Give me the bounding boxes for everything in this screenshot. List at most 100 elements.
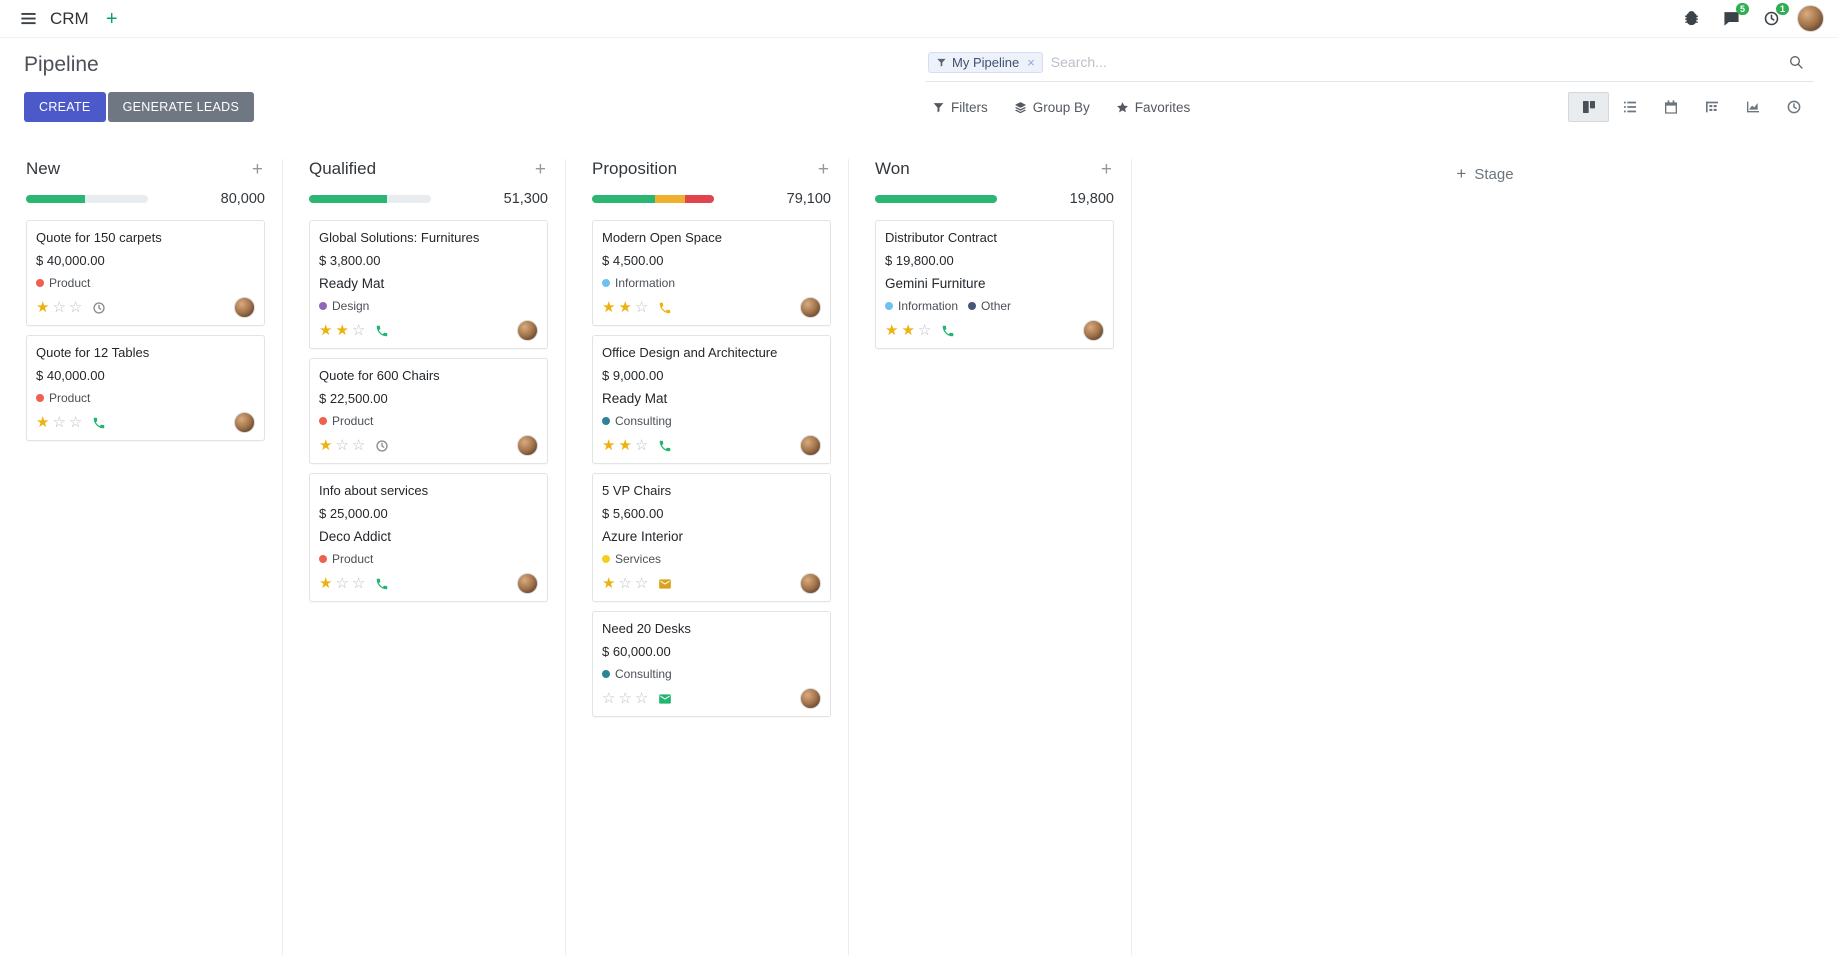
progress-segment[interactable]: [684, 195, 714, 203]
priority-star[interactable]: ★: [335, 322, 349, 339]
kanban-card[interactable]: Quote for 12 Tables $ 40,000.00 Product ★ ☆ ☆: [26, 335, 265, 441]
kanban-card[interactable]: Quote for 150 carpets $ 40,000.00 Product ★…: [26, 220, 265, 326]
priority-star[interactable]: ★: [36, 299, 50, 316]
tag-label: Services: [615, 552, 662, 566]
graph-view-button[interactable]: [1732, 92, 1773, 122]
add-tab-button[interactable]: +: [99, 6, 125, 32]
priority-star[interactable]: ★: [319, 575, 333, 592]
envelope-activity-icon[interactable]: [658, 692, 672, 706]
search-tools: Filters Group By Favorites: [932, 91, 1190, 123]
pivot-view-button[interactable]: [1691, 92, 1732, 122]
priority-star[interactable]: ★: [618, 299, 632, 316]
priority-star[interactable]: ☆: [52, 299, 66, 316]
clock-activity-icon[interactable]: [375, 439, 389, 453]
list-view-button[interactable]: [1609, 92, 1650, 122]
kanban-card[interactable]: Global Solutions: Furnitures $ 3,800.00 Re…: [309, 220, 548, 349]
favorites-button[interactable]: Favorites: [1116, 100, 1190, 115]
priority-star[interactable]: ★: [36, 414, 50, 431]
kanban-view-button[interactable]: [1568, 92, 1609, 122]
priority-star[interactable]: ☆: [634, 299, 649, 316]
phone-activity-icon[interactable]: [375, 324, 389, 338]
priority-star[interactable]: ★: [602, 437, 616, 454]
envelope-activity-icon[interactable]: [658, 577, 672, 591]
quick-create-button[interactable]: +: [1100, 158, 1112, 180]
phone-activity-icon[interactable]: [941, 324, 955, 338]
kanban-card[interactable]: 5 VP Chairs $ 5,600.00 Azure Interior Servi…: [592, 473, 831, 602]
progress-segment[interactable]: [875, 195, 997, 203]
priority-stars: ☆ ☆ ☆: [602, 691, 648, 706]
progress-bar[interactable]: [875, 195, 997, 203]
quick-create-button[interactable]: +: [251, 158, 263, 180]
kanban-card[interactable]: Office Design and Architecture $ 9,000.00…: [592, 335, 831, 464]
quick-create-button[interactable]: +: [817, 158, 829, 180]
priority-star[interactable]: ☆: [634, 437, 649, 454]
generate-leads-button[interactable]: GENERATE LEADS: [107, 92, 255, 122]
priority-star[interactable]: ★: [602, 299, 616, 316]
progress-bar[interactable]: [26, 195, 148, 203]
priority-star[interactable]: ☆: [335, 437, 349, 454]
tag-label: Information: [615, 276, 676, 290]
tag-color-dot: [319, 555, 327, 563]
tag-services: Services: [602, 552, 661, 566]
priority-star[interactable]: ☆: [351, 322, 366, 339]
kanban-card[interactable]: Distributor Contract $ 19,800.00 Gemini Fu…: [875, 220, 1114, 349]
user-avatar[interactable]: [1797, 5, 1824, 32]
kanban-card[interactable]: Info about services $ 25,000.00 Deco Addic…: [309, 473, 548, 602]
calendar-view-button[interactable]: [1650, 92, 1691, 122]
progress-segment[interactable]: [26, 195, 85, 203]
priority-star[interactable]: ☆: [602, 690, 616, 707]
priority-star[interactable]: ☆: [351, 575, 366, 592]
priority-star[interactable]: ★: [319, 437, 333, 454]
progress-segment[interactable]: [592, 195, 656, 203]
clock-activity-icon[interactable]: [92, 301, 106, 315]
tag-color-dot: [319, 302, 327, 310]
kanban-card[interactable]: Quote for 600 Chairs $ 22,500.00 Product ★ ☆…: [309, 358, 548, 464]
priority-star[interactable]: ☆: [68, 414, 83, 431]
phone-activity-icon[interactable]: [658, 301, 672, 315]
card-tags: Consulting: [602, 414, 821, 428]
phone-activity-icon[interactable]: [375, 577, 389, 591]
priority-star[interactable]: ★: [602, 575, 616, 592]
priority-star[interactable]: ★: [885, 322, 899, 339]
priority-star[interactable]: ☆: [634, 690, 649, 707]
priority-star[interactable]: ☆: [618, 575, 632, 592]
progress-bar[interactable]: [592, 195, 714, 203]
card-footer: ★ ☆ ☆: [319, 573, 538, 594]
search-input[interactable]: [1050, 54, 1776, 70]
app-name[interactable]: CRM: [50, 8, 89, 28]
messages-button[interactable]: 5: [1717, 2, 1749, 33]
facet-remove-icon[interactable]: ×: [1027, 54, 1035, 70]
cards-list: Modern Open Space $ 4,500.00 Information ★ ★…: [592, 220, 831, 717]
phone-activity-icon[interactable]: [658, 439, 672, 453]
apps-menu-button[interactable]: [14, 5, 42, 33]
priority-star[interactable]: ★: [319, 322, 333, 339]
priority-star[interactable]: ☆: [52, 414, 66, 431]
priority-star[interactable]: ☆: [68, 299, 83, 316]
activity-view-button[interactable]: [1773, 92, 1814, 122]
priority-star[interactable]: ☆: [634, 575, 649, 592]
add-stage-label: Stage: [1474, 165, 1514, 183]
priority-star[interactable]: ☆: [917, 322, 932, 339]
kanban-card[interactable]: Need 20 Desks $ 60,000.00 Consulting ☆ ☆ ☆: [592, 611, 831, 717]
progress-bar[interactable]: [309, 195, 431, 203]
create-button[interactable]: CREATE: [24, 92, 106, 122]
cards-list: Distributor Contract $ 19,800.00 Gemini Fu…: [875, 220, 1114, 349]
phone-activity-icon[interactable]: [92, 416, 106, 430]
priority-star[interactable]: ☆: [618, 690, 632, 707]
priority-star[interactable]: ★: [901, 322, 915, 339]
quick-create-button[interactable]: +: [534, 158, 546, 180]
kanban-card[interactable]: Modern Open Space $ 4,500.00 Information ★ ★…: [592, 220, 831, 326]
priority-star[interactable]: ☆: [351, 437, 366, 454]
search-button[interactable]: [1784, 50, 1808, 74]
activities-button[interactable]: 1: [1757, 2, 1789, 33]
priority-star[interactable]: ★: [618, 437, 632, 454]
filter-facet-icon: [936, 57, 947, 68]
add-stage-button[interactable]: + Stage: [1456, 164, 1513, 184]
group-by-button[interactable]: Group By: [1014, 100, 1090, 115]
debug-button[interactable]: [1677, 5, 1705, 33]
priority-star[interactable]: ☆: [335, 575, 349, 592]
progress-segment[interactable]: [655, 195, 685, 203]
filters-button[interactable]: Filters: [932, 100, 988, 115]
card-tags: Information Other: [885, 299, 1104, 313]
progress-segment[interactable]: [309, 195, 388, 203]
